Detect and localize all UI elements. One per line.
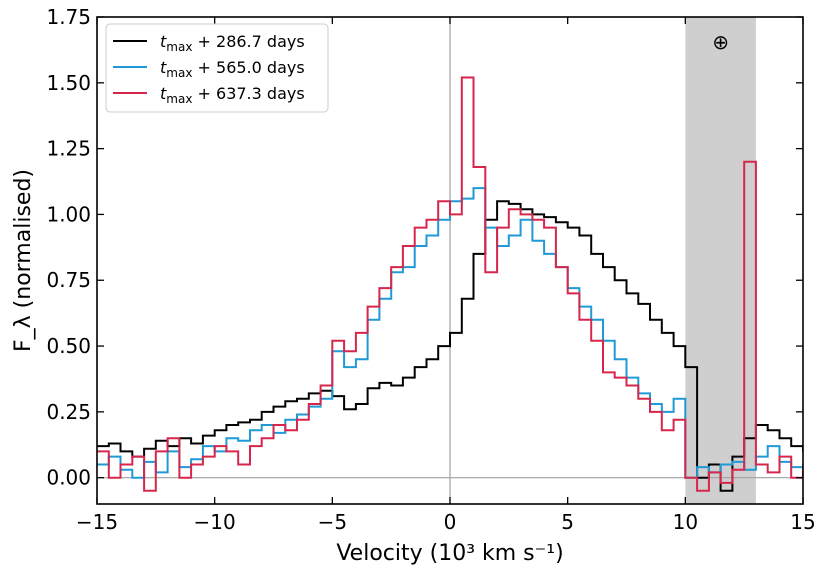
legend-label-base: t	[160, 84, 167, 103]
x-tick-label: 5	[561, 510, 574, 534]
y-tick-label: 1.50	[46, 71, 91, 95]
x-tick-label: 10	[673, 510, 698, 534]
legend-label-1: tmax + 286.7 days	[160, 32, 305, 54]
legend-label-3: tmax + 637.3 days	[160, 84, 305, 106]
legend-label-base: t	[160, 32, 167, 51]
legend-label-sub: max	[166, 92, 192, 106]
legend-label-rest: + 286.7 days	[192, 32, 304, 51]
x-tick-label: −5	[318, 510, 347, 534]
y-tick-label: 0.25	[46, 400, 91, 424]
legend-label-rest: + 565.0 days	[192, 58, 304, 77]
legend-label-base: t	[160, 58, 167, 77]
y-tick-label: 1.00	[46, 202, 91, 226]
legend-box	[105, 23, 329, 113]
legend-label-rest: + 637.3 days	[192, 84, 304, 103]
y-tick-label: 0.50	[46, 334, 91, 358]
y-tick-label: 1.75	[46, 5, 91, 29]
series-line-3	[97, 76, 803, 492]
y-tick-label: 0.00	[46, 466, 91, 490]
y-tick-label: 0.75	[46, 268, 91, 292]
y-tick-label: 1.25	[46, 137, 91, 161]
telluric-band	[685, 17, 756, 504]
x-tick-label: −15	[76, 510, 118, 534]
legend-label-sub: max	[166, 40, 192, 54]
x-axis-title: Velocity (10³ km s⁻¹)	[336, 541, 563, 566]
y-axis-title: F_λ (normalised)	[11, 169, 36, 352]
x-tick-label: −10	[194, 510, 236, 534]
legend-label-sub: max	[166, 66, 192, 80]
earth-symbol-label: ⊕	[712, 30, 729, 54]
x-tick-label: 15	[790, 510, 815, 534]
x-tick-label: 0	[444, 510, 457, 534]
legend-label-2: tmax + 565.0 days	[160, 58, 305, 80]
series-line-1	[97, 200, 803, 492]
